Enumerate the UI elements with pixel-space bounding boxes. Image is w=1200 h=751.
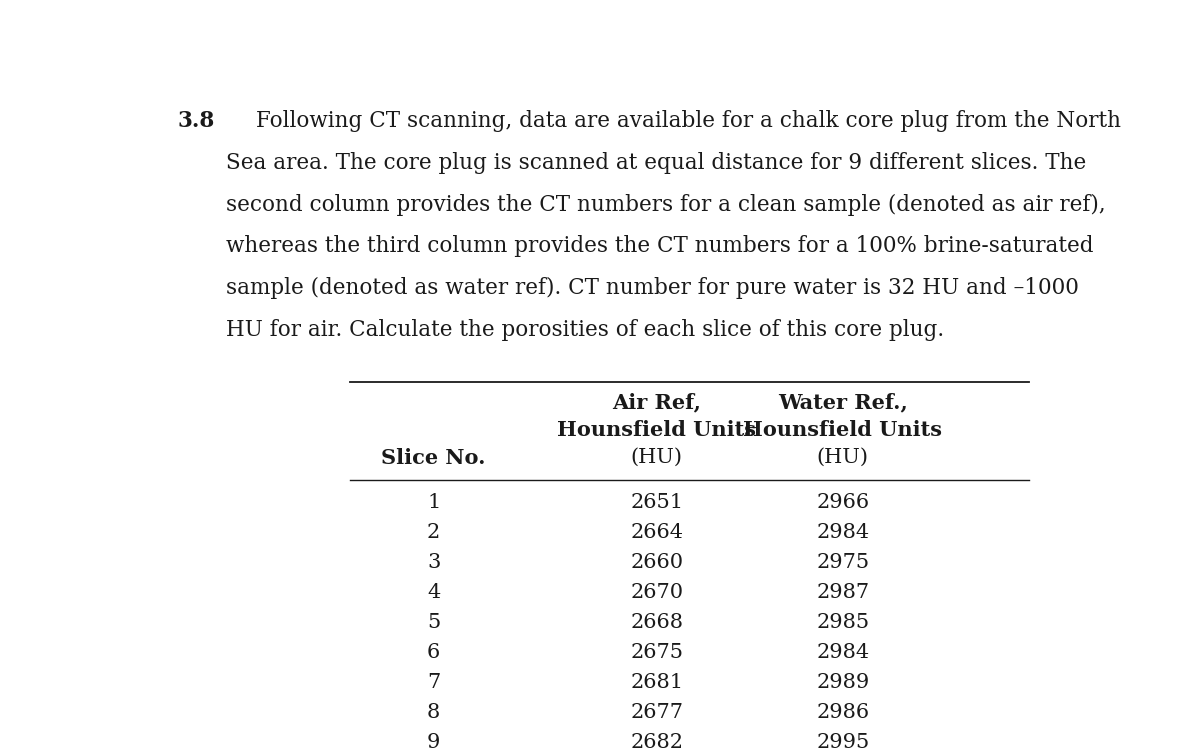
Text: Slice No.: Slice No. xyxy=(382,448,486,468)
Text: 4: 4 xyxy=(427,583,440,602)
Text: 3: 3 xyxy=(427,553,440,572)
Text: 2677: 2677 xyxy=(630,703,683,722)
Text: (HU): (HU) xyxy=(631,448,683,467)
Text: 2681: 2681 xyxy=(630,673,684,692)
Text: Air Ref,: Air Ref, xyxy=(612,393,701,412)
Text: 5: 5 xyxy=(427,613,440,632)
Text: second column provides the CT numbers for a clean sample (denoted as air ref),: second column provides the CT numbers fo… xyxy=(227,194,1106,216)
Text: 2975: 2975 xyxy=(816,553,870,572)
Text: 2: 2 xyxy=(427,523,440,541)
Text: 2660: 2660 xyxy=(630,553,684,572)
Text: 2675: 2675 xyxy=(630,643,683,662)
Text: 2986: 2986 xyxy=(816,703,870,722)
Text: 2664: 2664 xyxy=(630,523,683,541)
Text: 2987: 2987 xyxy=(816,583,870,602)
Text: 2984: 2984 xyxy=(816,523,870,541)
Text: 7: 7 xyxy=(427,673,440,692)
Text: 2995: 2995 xyxy=(816,733,870,751)
Text: 2985: 2985 xyxy=(816,613,870,632)
Text: sample (denoted as water ref). CT number for pure water is 32 HU and –1000: sample (denoted as water ref). CT number… xyxy=(227,277,1079,299)
Text: 2651: 2651 xyxy=(630,493,684,511)
Text: 2682: 2682 xyxy=(630,733,683,751)
Text: Sea area. The core plug is scanned at equal distance for 9 different slices. The: Sea area. The core plug is scanned at eq… xyxy=(227,152,1086,174)
Text: 2966: 2966 xyxy=(816,493,870,511)
Text: 2984: 2984 xyxy=(816,643,870,662)
Text: 2668: 2668 xyxy=(630,613,683,632)
Text: 8: 8 xyxy=(427,703,440,722)
Text: 2989: 2989 xyxy=(816,673,870,692)
Text: 6: 6 xyxy=(427,643,440,662)
Text: Following CT scanning, data are available for a chalk core plug from the North: Following CT scanning, data are availabl… xyxy=(256,110,1121,132)
Text: 2670: 2670 xyxy=(630,583,684,602)
Text: Hounsfield Units: Hounsfield Units xyxy=(557,421,756,440)
Text: HU for air. Calculate the porosities of each slice of this core plug.: HU for air. Calculate the porosities of … xyxy=(227,318,944,340)
Text: 3.8: 3.8 xyxy=(178,110,215,132)
Text: Water Ref.,: Water Ref., xyxy=(778,393,907,412)
Text: 1: 1 xyxy=(427,493,440,511)
Text: whereas the third column provides the CT numbers for a 100% brine-saturated: whereas the third column provides the CT… xyxy=(227,235,1093,258)
Text: Hounsfield Units: Hounsfield Units xyxy=(743,421,942,440)
Text: (HU): (HU) xyxy=(817,448,869,467)
Text: 9: 9 xyxy=(427,733,440,751)
